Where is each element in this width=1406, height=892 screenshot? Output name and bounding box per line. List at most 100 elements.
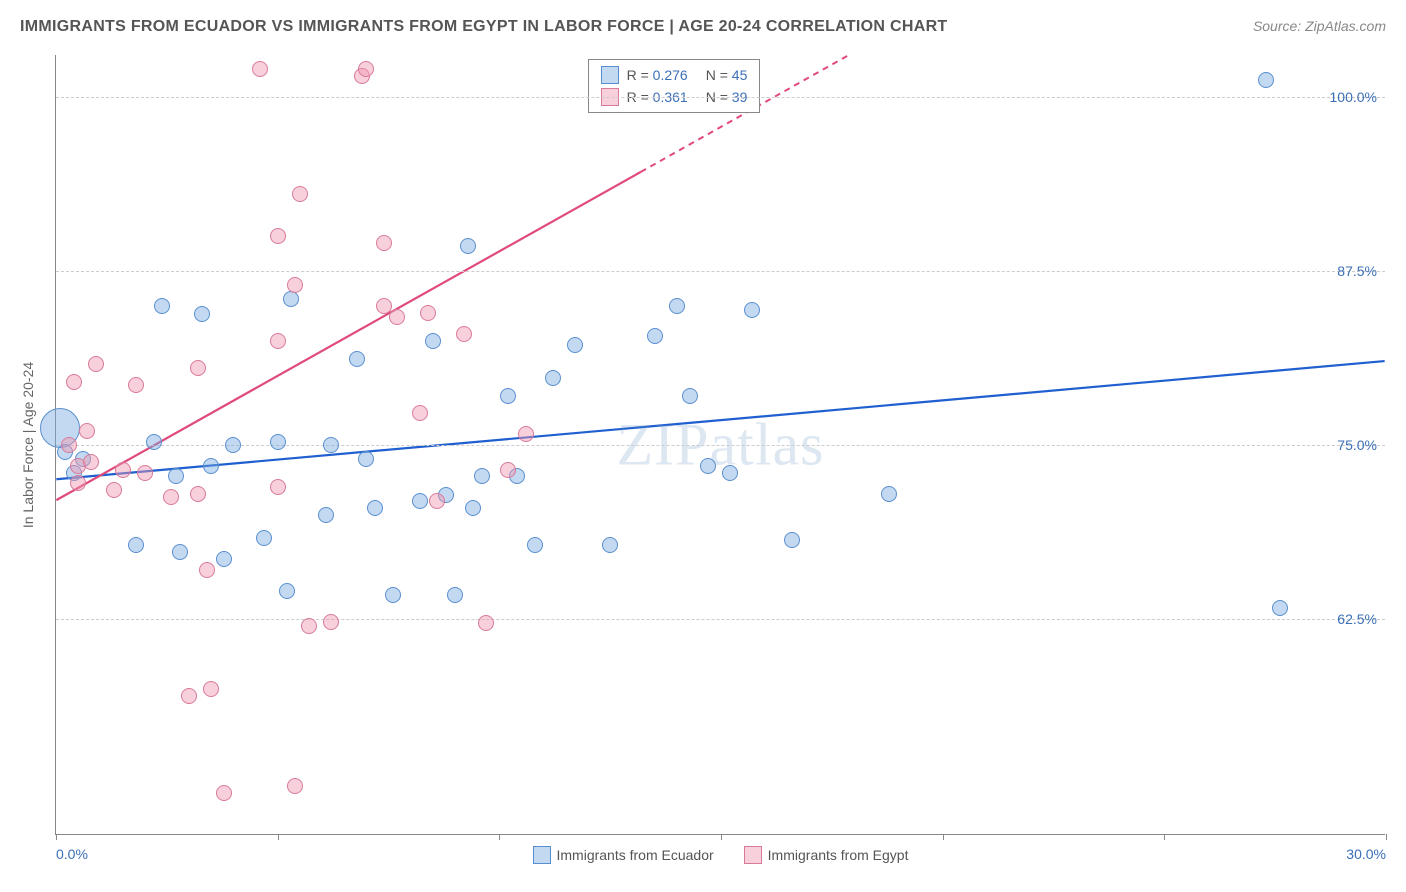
scatter-point: [181, 688, 197, 704]
scatter-point: [349, 351, 365, 367]
x-tick-mark: [278, 834, 279, 840]
scatter-point: [682, 388, 698, 404]
title-bar: IMMIGRANTS FROM ECUADOR VS IMMIGRANTS FR…: [20, 18, 1386, 36]
trend-line: [56, 172, 640, 500]
scatter-point: [216, 551, 232, 567]
scatter-point: [385, 587, 401, 603]
chart-title: IMMIGRANTS FROM ECUADOR VS IMMIGRANTS FR…: [20, 18, 948, 36]
legend-swatch: [533, 846, 551, 864]
scatter-point: [199, 562, 215, 578]
scatter-point: [287, 778, 303, 794]
scatter-point: [168, 468, 184, 484]
scatter-point: [465, 500, 481, 516]
scatter-point: [323, 614, 339, 630]
scatter-point: [190, 486, 206, 502]
legend-correlation-box: R = 0.276N = 45R = 0.361N = 39: [588, 59, 761, 113]
scatter-point: [279, 583, 295, 599]
scatter-point: [88, 356, 104, 372]
scatter-point: [323, 437, 339, 453]
y-tick-label: 87.5%: [1337, 263, 1377, 279]
scatter-point: [163, 489, 179, 505]
gridline-horizontal: [56, 97, 1385, 98]
scatter-point: [474, 468, 490, 484]
scatter-point: [172, 544, 188, 560]
scatter-point: [79, 423, 95, 439]
x-tick-mark: [1386, 834, 1387, 840]
scatter-point: [358, 451, 374, 467]
scatter-point: [881, 486, 897, 502]
scatter-point: [460, 238, 476, 254]
scatter-point: [429, 493, 445, 509]
y-tick-label: 62.5%: [1337, 611, 1377, 627]
scatter-point: [146, 434, 162, 450]
scatter-point: [270, 228, 286, 244]
scatter-point: [283, 291, 299, 307]
scatter-point: [478, 615, 494, 631]
scatter-point: [301, 618, 317, 634]
scatter-point: [420, 305, 436, 321]
legend-n-label: N = 45: [706, 67, 748, 83]
scatter-point: [115, 462, 131, 478]
scatter-point: [722, 465, 738, 481]
scatter-point: [518, 426, 534, 442]
scatter-point: [527, 537, 543, 553]
legend-r-label: R = 0.276: [627, 67, 688, 83]
legend-series-label: Immigrants from Egypt: [768, 847, 909, 863]
scatter-point: [61, 437, 77, 453]
scatter-point: [270, 333, 286, 349]
y-axis-title: In Labor Force | Age 20-24: [20, 361, 36, 527]
scatter-point: [194, 306, 210, 322]
gridline-horizontal: [56, 271, 1385, 272]
scatter-point: [203, 681, 219, 697]
y-tick-label: 75.0%: [1337, 437, 1377, 453]
scatter-point: [376, 235, 392, 251]
scatter-point: [190, 360, 206, 376]
scatter-point: [270, 479, 286, 495]
scatter-point: [292, 186, 308, 202]
scatter-point: [744, 302, 760, 318]
scatter-point: [66, 374, 82, 390]
gridline-horizontal: [56, 619, 1385, 620]
scatter-point: [447, 587, 463, 603]
legend-swatch: [601, 66, 619, 84]
plot-area: In Labor Force | Age 20-24 ZIPatlas R = …: [55, 55, 1385, 835]
chart-container: IMMIGRANTS FROM ECUADOR VS IMMIGRANTS FR…: [0, 0, 1406, 892]
scatter-point: [367, 500, 383, 516]
scatter-point: [70, 475, 86, 491]
scatter-point: [318, 507, 334, 523]
scatter-point: [412, 493, 428, 509]
legend-swatch: [744, 846, 762, 864]
scatter-point: [137, 465, 153, 481]
scatter-point: [256, 530, 272, 546]
x-tick-label: 30.0%: [1346, 846, 1386, 862]
x-tick-mark: [56, 834, 57, 840]
scatter-point: [389, 309, 405, 325]
x-tick-mark: [499, 834, 500, 840]
scatter-point: [106, 482, 122, 498]
x-tick-mark: [1164, 834, 1165, 840]
legend-correlation-row: R = 0.276 N = 45: [589, 64, 760, 86]
scatter-point: [216, 785, 232, 801]
scatter-point: [669, 298, 685, 314]
scatter-point: [425, 333, 441, 349]
x-tick-mark: [721, 834, 722, 840]
scatter-point: [154, 298, 170, 314]
scatter-point: [203, 458, 219, 474]
y-tick-label: 100.0%: [1330, 89, 1377, 105]
scatter-point: [358, 61, 374, 77]
scatter-point: [700, 458, 716, 474]
scatter-point: [500, 388, 516, 404]
x-tick-mark: [943, 834, 944, 840]
scatter-point: [287, 277, 303, 293]
scatter-point: [252, 61, 268, 77]
source-label: Source: ZipAtlas.com: [1253, 18, 1386, 34]
scatter-point: [376, 298, 392, 314]
scatter-point: [500, 462, 516, 478]
scatter-point: [412, 405, 428, 421]
scatter-point: [83, 454, 99, 470]
gridline-horizontal: [56, 445, 1385, 446]
scatter-point: [1258, 72, 1274, 88]
legend-series-item: Immigrants from Egypt: [744, 846, 909, 864]
scatter-point: [647, 328, 663, 344]
legend-series-item: Immigrants from Ecuador: [533, 846, 714, 864]
